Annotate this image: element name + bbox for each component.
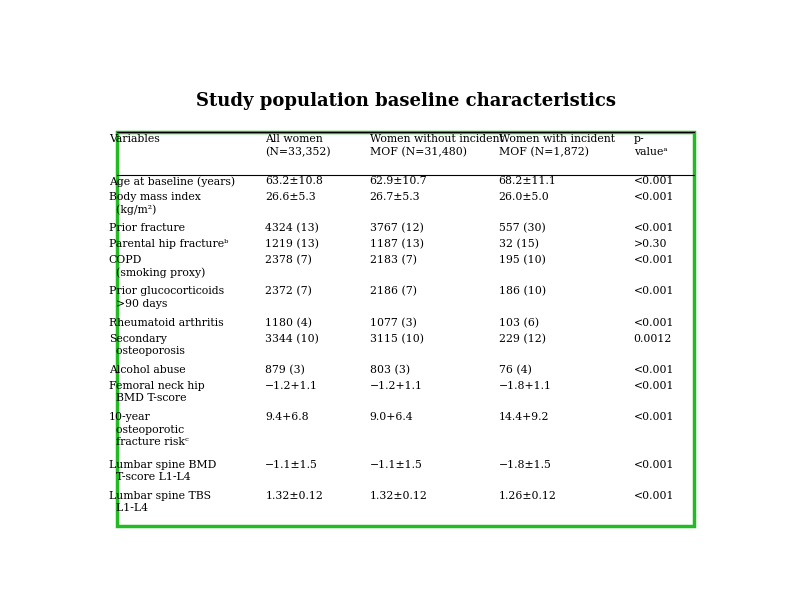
Text: −1.8±1.5: −1.8±1.5 xyxy=(499,460,551,469)
Text: 26.6±5.3: 26.6±5.3 xyxy=(265,192,316,202)
Text: 62.9±10.7: 62.9±10.7 xyxy=(370,176,428,186)
Text: 1.26±0.12: 1.26±0.12 xyxy=(499,491,557,501)
Text: 1.32±0.12: 1.32±0.12 xyxy=(370,491,428,501)
Text: <0.001: <0.001 xyxy=(634,176,674,186)
Text: 879 (3): 879 (3) xyxy=(265,365,305,375)
Text: Secondary
  osteoporosis: Secondary osteoporosis xyxy=(109,334,185,356)
Text: 195 (10): 195 (10) xyxy=(499,255,546,265)
Text: Lumbar spine TBS
  L1-L4: Lumbar spine TBS L1-L4 xyxy=(109,491,211,513)
Text: <0.001: <0.001 xyxy=(634,381,674,391)
Text: Women with incident
MOF (N=1,872): Women with incident MOF (N=1,872) xyxy=(499,134,615,157)
Text: All women
(N=33,352): All women (N=33,352) xyxy=(265,134,331,157)
Text: 4324 (13): 4324 (13) xyxy=(265,223,319,234)
Text: 1219 (13): 1219 (13) xyxy=(265,239,319,250)
Text: <0.001: <0.001 xyxy=(634,223,674,233)
Text: Lumbar spine BMD
  T-score L1-L4: Lumbar spine BMD T-score L1-L4 xyxy=(109,460,216,482)
Text: 3344 (10): 3344 (10) xyxy=(265,334,319,344)
Text: −1.2+1.1: −1.2+1.1 xyxy=(265,381,318,391)
Text: 186 (10): 186 (10) xyxy=(499,286,546,297)
Text: <0.001: <0.001 xyxy=(634,318,674,328)
Text: 63.2±10.8: 63.2±10.8 xyxy=(265,176,323,186)
Text: p-
valueᵃ: p- valueᵃ xyxy=(634,134,667,157)
Text: <0.001: <0.001 xyxy=(634,491,674,501)
Text: 1187 (13): 1187 (13) xyxy=(370,239,424,250)
Text: <0.001: <0.001 xyxy=(634,412,674,422)
Text: 1077 (3): 1077 (3) xyxy=(370,318,417,328)
Text: 10-year
  osteoporotic
  fracture riskᶜ: 10-year osteoporotic fracture riskᶜ xyxy=(109,412,188,447)
Text: <0.001: <0.001 xyxy=(634,365,674,375)
Text: 9.0+6.4: 9.0+6.4 xyxy=(370,412,413,422)
Text: −1.1±1.5: −1.1±1.5 xyxy=(265,460,318,469)
Text: −1.8+1.1: −1.8+1.1 xyxy=(499,381,551,391)
Text: Prior glucocorticoids
  >90 days: Prior glucocorticoids >90 days xyxy=(109,286,224,309)
Text: Body mass index
  (kg/m²): Body mass index (kg/m²) xyxy=(109,192,200,215)
Text: −1.1±1.5: −1.1±1.5 xyxy=(370,460,423,469)
Text: 3767 (12): 3767 (12) xyxy=(370,223,424,234)
Text: <0.001: <0.001 xyxy=(634,460,674,469)
Text: <0.001: <0.001 xyxy=(634,192,674,202)
Text: >0.30: >0.30 xyxy=(634,239,667,249)
Text: Age at baseline (years): Age at baseline (years) xyxy=(109,176,235,187)
Text: 103 (6): 103 (6) xyxy=(499,318,539,328)
Text: Femoral neck hip
  BMD T-score: Femoral neck hip BMD T-score xyxy=(109,381,204,403)
Text: 26.0±5.0: 26.0±5.0 xyxy=(499,192,550,202)
Text: 76 (4): 76 (4) xyxy=(499,365,531,375)
Text: 1180 (4): 1180 (4) xyxy=(265,318,312,328)
Text: 2372 (7): 2372 (7) xyxy=(265,286,312,297)
Text: Women without incident
MOF (N=31,480): Women without incident MOF (N=31,480) xyxy=(370,134,504,157)
Text: 2183 (7): 2183 (7) xyxy=(370,255,417,265)
Text: 3115 (10): 3115 (10) xyxy=(370,334,424,344)
Text: 26.7±5.3: 26.7±5.3 xyxy=(370,192,421,202)
Text: 32 (15): 32 (15) xyxy=(499,239,539,250)
Text: Alcohol abuse: Alcohol abuse xyxy=(109,365,185,375)
Text: Variables: Variables xyxy=(109,134,159,144)
Text: 2378 (7): 2378 (7) xyxy=(265,255,312,265)
Text: Study population baseline characteristics: Study population baseline characteristic… xyxy=(196,92,616,110)
Text: COPD
  (smoking proxy): COPD (smoking proxy) xyxy=(109,255,205,278)
Text: <0.001: <0.001 xyxy=(634,255,674,265)
Text: 2186 (7): 2186 (7) xyxy=(370,286,417,297)
Text: 557 (30): 557 (30) xyxy=(499,223,546,234)
Text: Rheumatoid arthritis: Rheumatoid arthritis xyxy=(109,318,223,328)
Text: 1.32±0.12: 1.32±0.12 xyxy=(265,491,323,501)
Text: 229 (12): 229 (12) xyxy=(499,334,546,344)
Text: −1.2+1.1: −1.2+1.1 xyxy=(370,381,423,391)
Text: 9.4+6.8: 9.4+6.8 xyxy=(265,412,309,422)
Text: Parental hip fractureᵇ: Parental hip fractureᵇ xyxy=(109,239,228,249)
Text: <0.001: <0.001 xyxy=(634,286,674,296)
Text: Prior fracture: Prior fracture xyxy=(109,223,185,233)
Text: 68.2±11.1: 68.2±11.1 xyxy=(499,176,557,186)
Text: 803 (3): 803 (3) xyxy=(370,365,409,375)
Text: 14.4+9.2: 14.4+9.2 xyxy=(499,412,549,422)
Text: 0.0012: 0.0012 xyxy=(634,334,672,343)
